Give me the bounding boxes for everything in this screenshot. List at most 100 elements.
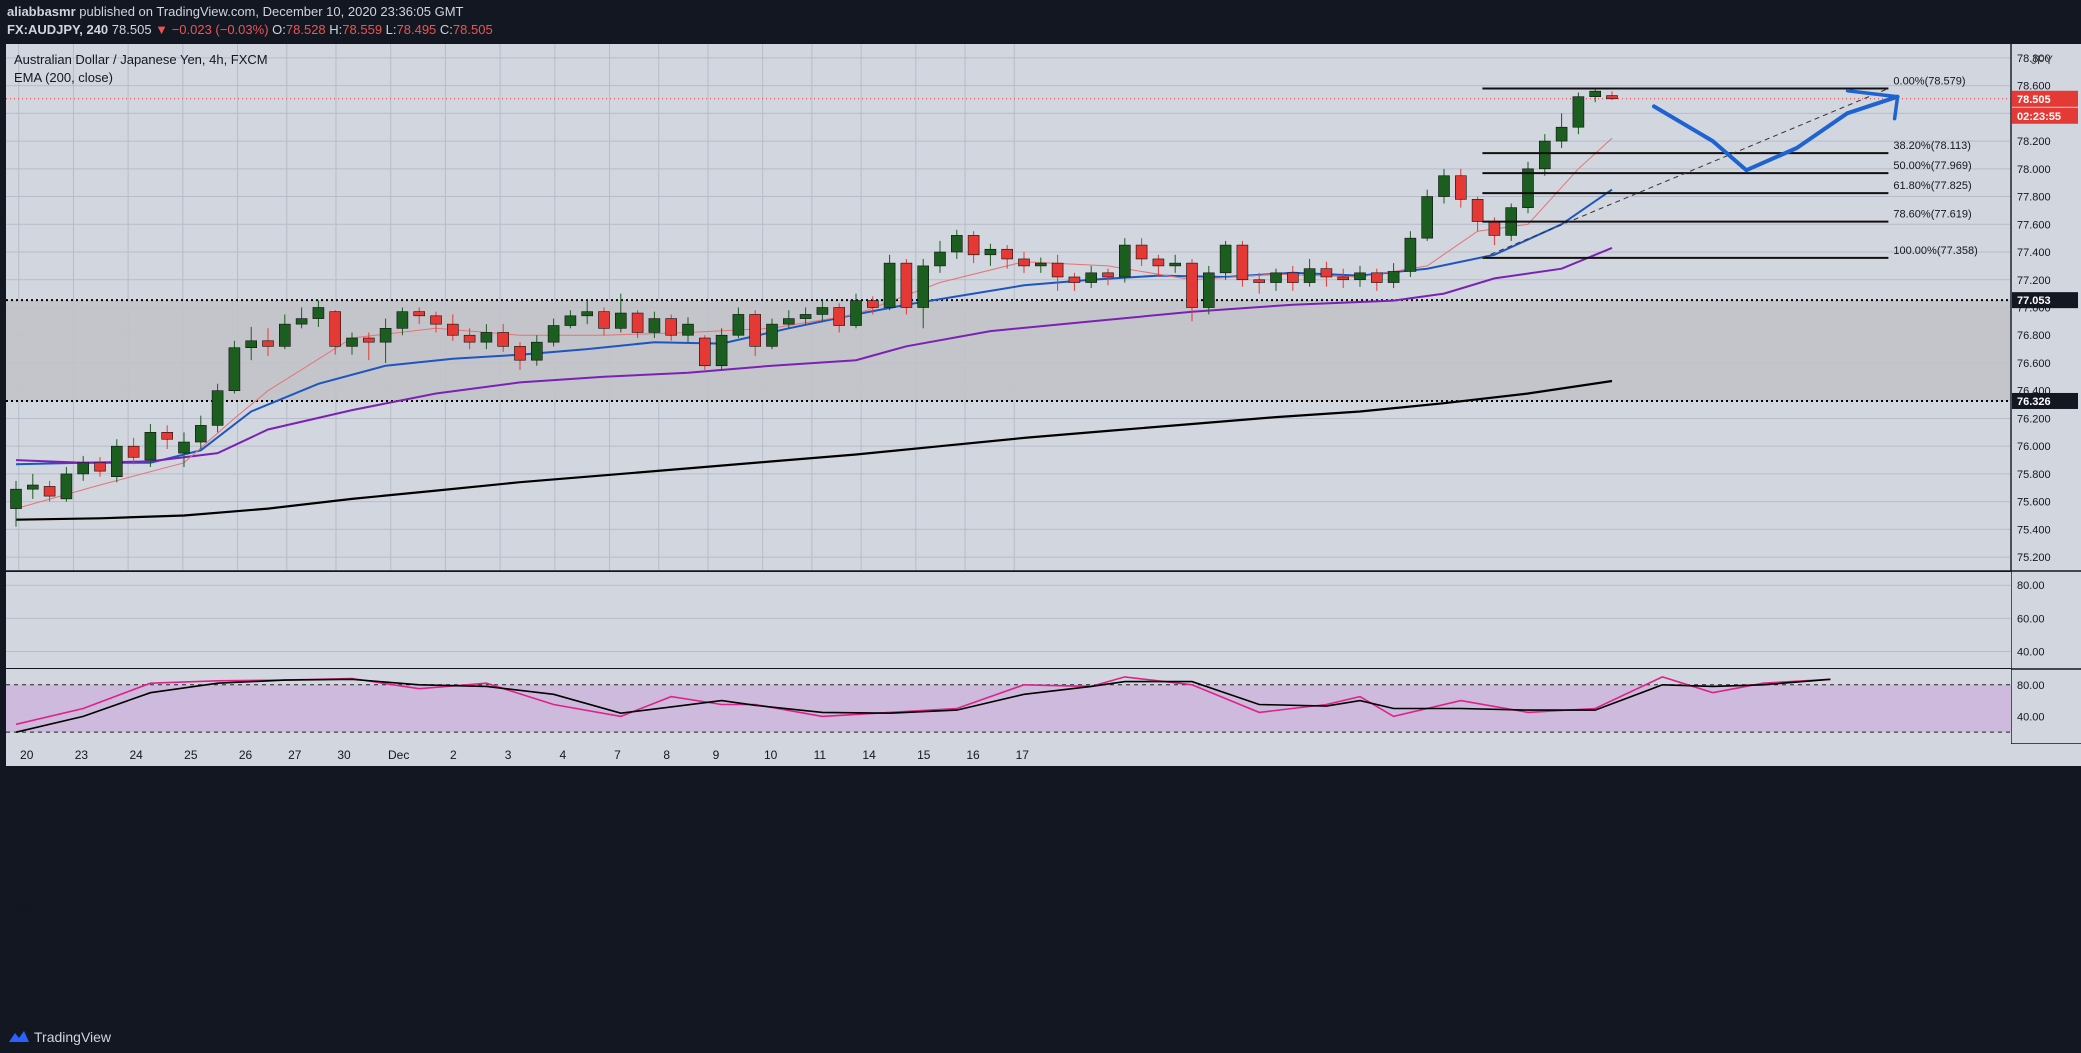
candle[interactable] (26, 473, 39, 499)
candle[interactable] (1303, 258, 1316, 287)
candle[interactable] (581, 300, 594, 325)
time-tick-label[interactable]: 23 (75, 748, 89, 762)
candle[interactable] (950, 229, 963, 259)
time-tick-label[interactable]: 3 (505, 748, 512, 762)
time-axis[interactable]: 20 23 24 25 26 27 30 Dec 2 3 4 7 8 9 10 11 14 15 16 17 (6, 744, 2081, 766)
price-tick-label[interactable]: 75.200 (2017, 552, 2051, 564)
stochastic-pane[interactable]: 40.00 80.00 (6, 669, 2045, 744)
price-tick-label[interactable]: 76.000 (2017, 441, 2051, 453)
candle[interactable] (732, 307, 745, 339)
price-tick-label[interactable]: 75.400 (2017, 524, 2051, 536)
candle[interactable] (77, 455, 89, 481)
candle[interactable] (1085, 265, 1097, 289)
candle[interactable] (564, 310, 577, 329)
candle[interactable] (295, 307, 308, 329)
publisher-name[interactable]: aliabbasmr (7, 4, 76, 19)
candle[interactable] (967, 231, 980, 264)
candle[interactable] (446, 314, 459, 341)
candle[interactable] (1102, 268, 1114, 286)
candle[interactable] (1606, 91, 1618, 101)
candle[interactable] (1051, 254, 1064, 291)
candle[interactable] (749, 310, 762, 357)
candle[interactable] (278, 314, 291, 350)
time-tick-label[interactable]: 4 (559, 748, 566, 762)
candle[interactable] (1135, 238, 1148, 266)
time-tick-label[interactable]: 25 (184, 748, 198, 762)
candle[interactable] (43, 480, 56, 502)
time-tick-label[interactable]: 9 (713, 748, 720, 762)
projection-path[interactable] (1652, 94, 1900, 173)
candle[interactable] (816, 300, 829, 322)
candle[interactable] (1018, 252, 1030, 273)
candle[interactable] (648, 311, 661, 339)
candle[interactable] (530, 335, 543, 366)
time-tick-label[interactable]: 30 (337, 748, 351, 762)
candle[interactable] (1455, 168, 1467, 208)
price-tick-label[interactable]: 75.800 (2017, 469, 2051, 481)
candle[interactable] (766, 318, 778, 350)
candle[interactable] (430, 311, 442, 333)
candle[interactable] (1572, 92, 1585, 135)
candle[interactable] (1404, 231, 1417, 277)
candle[interactable] (598, 307, 610, 336)
candle[interactable] (1471, 196, 1484, 232)
time-tick-label[interactable]: 15 (917, 748, 931, 762)
time-tick-label[interactable]: 7 (614, 748, 621, 762)
candle[interactable] (480, 324, 493, 350)
candle[interactable] (917, 258, 930, 329)
ema-200-line[interactable] (15, 379, 1613, 521)
price-tick-label[interactable]: 76.200 (2017, 413, 2051, 425)
candle[interactable] (682, 317, 694, 343)
candle[interactable] (715, 328, 728, 370)
candle[interactable] (211, 383, 224, 433)
symbol-label[interactable]: FX:AUDJPY, 240 (7, 22, 109, 37)
candle[interactable] (1387, 263, 1400, 289)
candle[interactable] (698, 335, 711, 370)
candle[interactable] (379, 318, 392, 363)
candle[interactable] (60, 466, 73, 502)
candle[interactable] (1555, 113, 1568, 149)
candle[interactable] (1119, 238, 1131, 283)
candle[interactable] (413, 307, 426, 325)
candle[interactable] (396, 307, 409, 336)
time-tick-label[interactable]: 2 (450, 748, 457, 762)
candle[interactable] (245, 326, 257, 361)
time-tick-label[interactable]: 17 (1016, 748, 1030, 762)
candle[interactable] (514, 342, 526, 370)
candle[interactable] (463, 328, 476, 350)
candle[interactable] (10, 480, 22, 527)
candle[interactable] (631, 310, 644, 339)
candle[interactable] (497, 324, 510, 352)
candle[interactable] (1001, 245, 1014, 269)
candle[interactable] (127, 437, 140, 465)
price-tick-label[interactable]: 77.600 (2017, 219, 2051, 231)
candle[interactable] (312, 300, 325, 327)
candle[interactable] (1152, 254, 1165, 277)
candle[interactable] (665, 314, 678, 341)
chart-canvas[interactable]: 75.20075.40075.60075.80076.00076.20076.4… (0, 44, 2081, 1020)
candle[interactable] (1219, 240, 1232, 280)
candle[interactable] (1438, 168, 1450, 204)
candle[interactable] (883, 254, 896, 311)
price-tick-label[interactable]: 77.400 (2017, 247, 2051, 259)
candle[interactable] (1169, 254, 1181, 273)
candle[interactable] (1337, 268, 1349, 289)
candle[interactable] (799, 307, 812, 325)
candle[interactable] (1186, 258, 1198, 322)
candle[interactable] (1320, 261, 1333, 287)
price-tick-label[interactable]: 77.200 (2017, 275, 2051, 287)
candle[interactable] (782, 310, 795, 329)
time-tick-label[interactable]: 14 (862, 748, 876, 762)
candle[interactable] (195, 415, 207, 449)
candle[interactable] (161, 425, 173, 449)
candle[interactable] (144, 423, 157, 467)
candle[interactable] (1371, 268, 1383, 291)
price-tick-label[interactable]: 78.000 (2017, 164, 2051, 176)
candle[interactable] (547, 318, 560, 347)
time-tick-label[interactable]: 27 (288, 748, 302, 762)
candle[interactable] (178, 432, 190, 467)
candle[interactable] (1035, 257, 1047, 273)
price-tick-label[interactable]: 78.200 (2017, 136, 2051, 148)
candle[interactable] (1253, 272, 1265, 294)
candle[interactable] (94, 457, 106, 477)
